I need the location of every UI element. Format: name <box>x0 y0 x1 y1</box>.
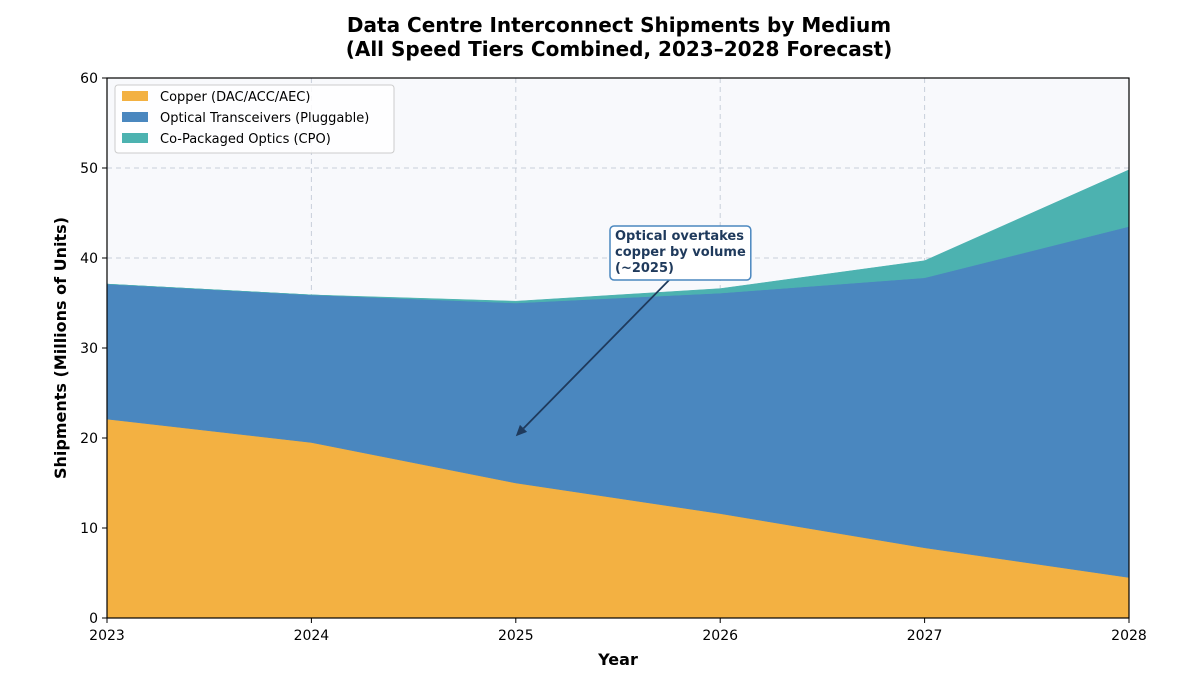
annotation: Optical overtakes copper by volume (~202… <box>515 225 752 437</box>
legend-label-copper: Copper (DAC/ACC/AEC) <box>160 90 310 105</box>
y-tick-label: 20 <box>80 431 98 447</box>
x-tick-label: 2026 <box>702 628 738 644</box>
chart-title-line-2: (All Speed Tiers Combined, 2023–2028 For… <box>346 37 893 61</box>
legend-swatch-optical <box>122 112 148 122</box>
annotation-text-line-2: copper by volume <box>615 245 746 260</box>
y-tick-label: 60 <box>80 71 98 87</box>
legend-swatch-copper <box>122 91 148 101</box>
legend-label-cpo: Co-Packaged Optics (CPO) <box>160 132 331 147</box>
annotation-arrow <box>522 279 670 429</box>
x-tick-label: 2025 <box>498 628 534 644</box>
x-tick-label: 2023 <box>89 628 125 644</box>
y-tick-label: 40 <box>80 251 98 267</box>
y-axis-label: Shipments (Millions of Units) <box>51 217 70 479</box>
y-tick-label: 0 <box>89 611 98 627</box>
annotation-arrow-head <box>515 424 528 437</box>
y-tick-label: 10 <box>80 521 98 537</box>
legend-swatch-cpo <box>122 133 148 143</box>
legend-box <box>114 84 395 154</box>
chart-title-line-1: Data Centre Interconnect Shipments by Me… <box>347 13 891 37</box>
legend-label-optical: Optical Transceivers (Pluggable) <box>160 111 369 126</box>
annotation-text-line-3: (~2025) <box>615 261 674 276</box>
x-axis-label: Year <box>597 650 638 669</box>
x-tick-label: 2027 <box>907 628 943 644</box>
y-tick-label: 50 <box>80 161 98 177</box>
area-series <box>106 169 1130 619</box>
axis-ticks: 2023 2024 2025 2026 2027 2028 0 10 20 30 40 50 60 <box>80 71 1147 644</box>
y-tick-label: 30 <box>80 341 98 357</box>
legend: Copper (DAC/ACC/AEC) Optical Transceiver… <box>114 84 395 154</box>
x-tick-label: 2024 <box>294 628 330 644</box>
annotation-box <box>609 225 752 281</box>
x-tick-label: 2028 <box>1111 628 1147 644</box>
annotation-text-line-1: Optical overtakes <box>615 229 744 244</box>
